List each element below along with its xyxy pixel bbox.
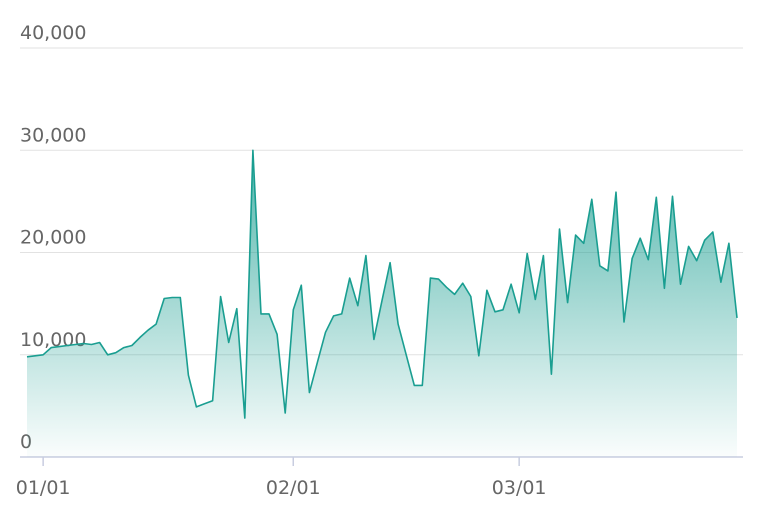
- x-tick-label: 02/01: [266, 477, 321, 499]
- x-tick-label: 01/01: [16, 477, 71, 499]
- area-line: [26, 149, 738, 419]
- x-tick-label: 03/01: [492, 477, 547, 499]
- y-tick-label: 20,000: [20, 227, 86, 249]
- y-tick-label: 30,000: [20, 124, 86, 146]
- y-tick-label: 40,000: [20, 22, 86, 44]
